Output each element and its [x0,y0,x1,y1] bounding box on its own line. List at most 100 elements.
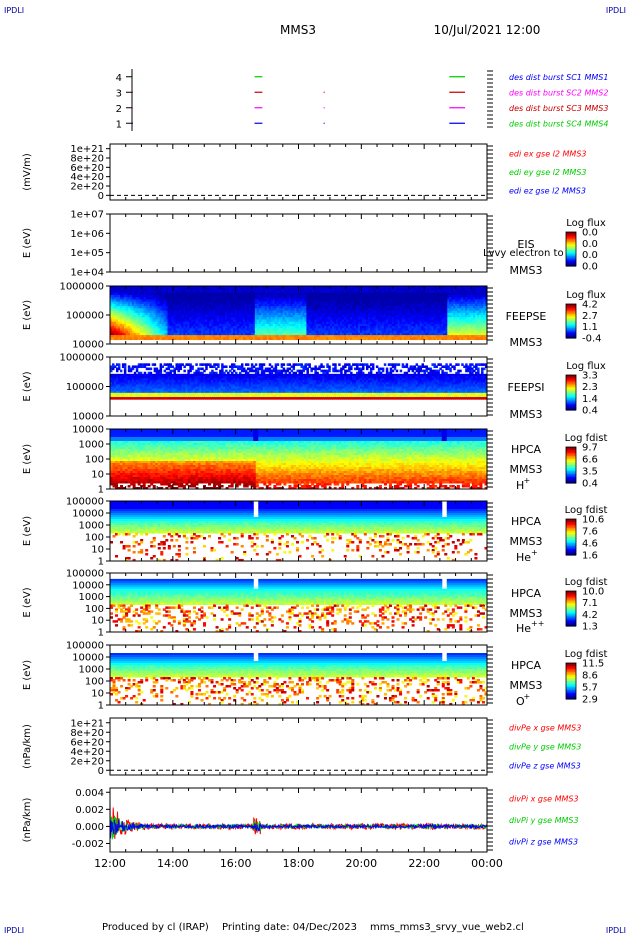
corner-label-bottom-right: IPDLI [606,926,626,934]
spec-cell [171,323,174,327]
spec-cell [213,297,216,300]
spec-cell [236,301,240,305]
spec-cell [175,294,178,298]
spec-cell [179,299,182,303]
spec-cell [121,292,125,296]
spec-cell [171,310,174,314]
spec-cell [139,319,143,323]
spec-cell [173,294,176,298]
spec-cell [131,297,135,300]
spec-cell [201,332,204,336]
spec-cell [238,317,242,320]
spec-cell [141,321,145,325]
spec-cell [236,297,240,300]
spec-cell [163,299,167,303]
spec-cell [181,332,184,336]
spacecraft-title: MMS3 [280,23,316,37]
spec-cell [123,308,127,312]
spec-cell [125,310,129,314]
spec-cell [231,308,234,312]
spec-cell [115,310,119,314]
spec-cell [195,315,198,318]
spec-cell [111,332,115,336]
spec-cell [183,317,186,320]
spec-cell [127,321,131,325]
spec-cell [227,335,230,338]
spec-cell [235,315,238,318]
spec-cell [235,303,238,307]
spec-cell [217,286,220,289]
spec-cell [139,306,143,309]
spec-cell [248,326,252,329]
spec-cell [248,288,252,291]
spec-cell [240,286,244,289]
spec-cell [221,290,224,294]
spec-cell [248,303,252,307]
spec-cell [229,326,232,329]
spec-cell [117,321,121,325]
spec-cell [153,297,157,300]
spec-cell [211,286,214,289]
spec-cell [244,337,248,341]
spec-cell [171,332,174,336]
spec-cell [236,315,240,318]
spec-cell [125,290,129,294]
spec-cell [185,319,188,323]
spec-cell [115,294,119,298]
spec-cell [225,297,228,300]
spec-cell [141,310,145,314]
spec-cell [133,294,137,298]
spec-cell [179,321,182,325]
spec-cell [205,337,208,341]
spec-cell [143,335,147,338]
spec-cell [238,292,242,296]
spec-cell [161,286,165,289]
spec-cell [169,301,173,305]
spec-cell [242,335,246,338]
spec-cell [175,286,178,289]
spec-cell [203,297,206,300]
spec-cell [246,335,250,338]
spec-cell [167,310,171,314]
spec-cell [141,317,145,320]
spec-cell [135,299,139,303]
spec-cell [236,321,240,325]
spec-cell [181,337,184,341]
spec-cell [209,321,212,325]
y-tick-label: 1e+04 [70,268,104,279]
spec-cell [123,292,127,296]
spec-cell [149,335,153,338]
spec-cell [244,332,248,336]
spec-cell [205,312,208,316]
y-axis-label: E (eV) [22,228,33,258]
spec-cell [193,337,196,341]
spec-cell [137,310,141,314]
spec-cell [157,317,161,320]
spec-cell [110,292,113,296]
spec-cell [219,323,222,327]
spec-cell [217,319,220,323]
spec-cell [171,292,174,296]
spec-cell [233,323,236,327]
spec-cell [163,332,167,336]
corner-label-right: IPDLI [606,6,626,15]
spec-cell [113,288,117,291]
spec-cell [167,301,171,305]
spec-cell [175,288,178,291]
spec-cell [133,317,137,320]
spec-cell [197,337,200,341]
spec-cell [145,286,149,289]
spec-cell [246,303,250,307]
spec-cell [242,326,246,329]
spec-cell [231,315,234,318]
spec-cell [238,306,242,309]
spec-cell [197,297,200,300]
spec-cell [171,319,174,323]
spec-cell [183,321,186,325]
spec-cell [165,323,169,327]
spec-cell [246,301,250,305]
spec-cell [149,286,153,289]
spec-cell [211,303,214,307]
spec-cell [191,308,194,312]
spec-cell [229,297,232,300]
